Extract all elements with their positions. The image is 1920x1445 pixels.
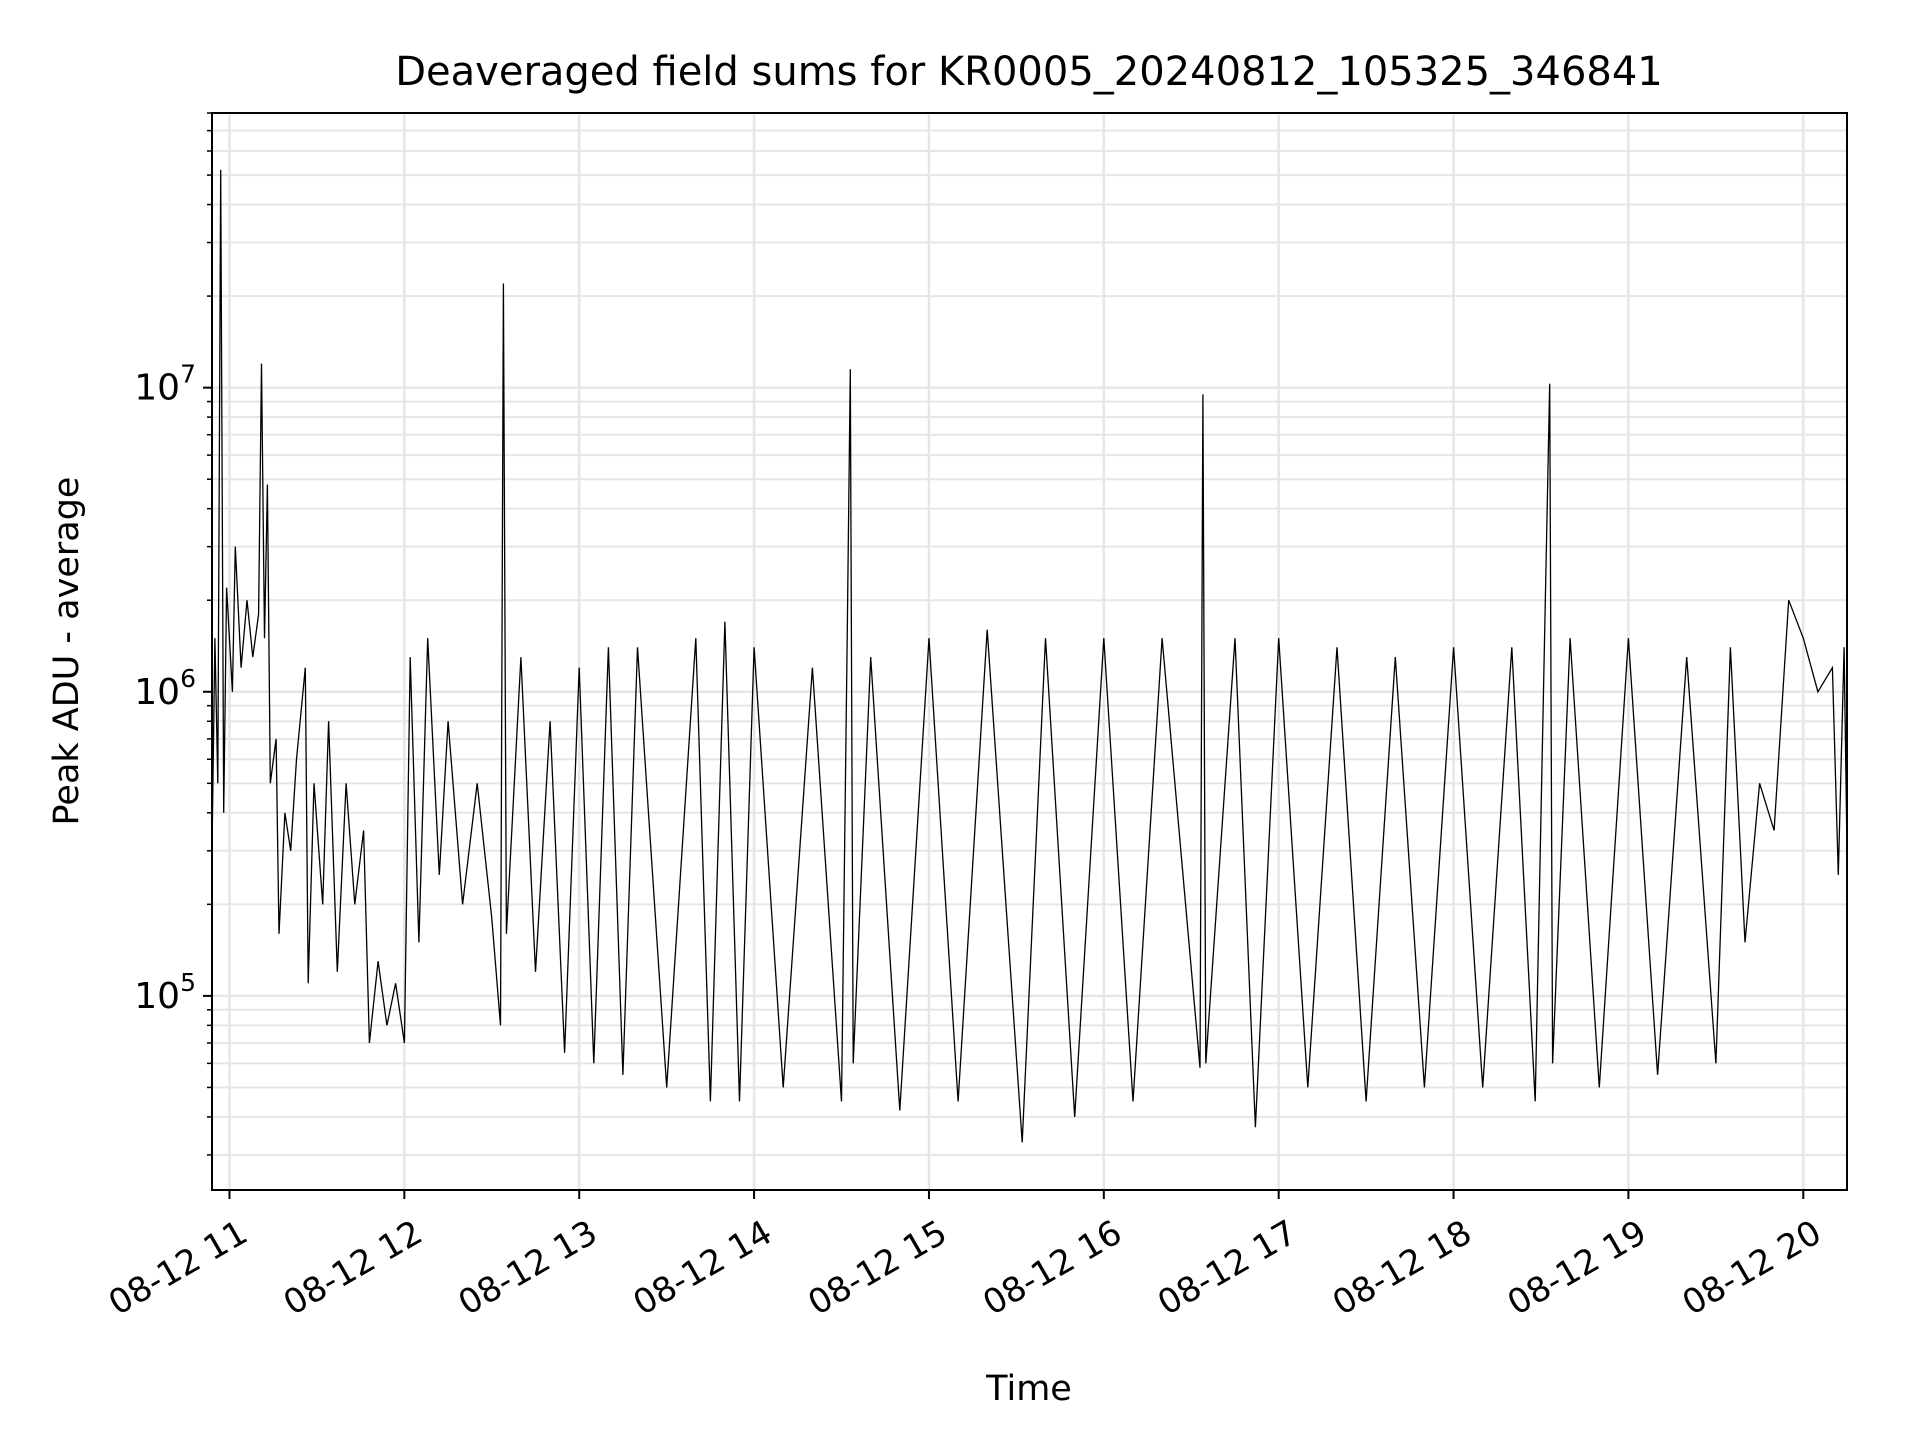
y-tick-label-base: 10 xyxy=(134,368,180,409)
y-axis-label: Peak ADU - average xyxy=(47,477,87,826)
x-axis-label: Time xyxy=(985,1369,1072,1409)
plot-frame xyxy=(211,112,1848,1191)
y-tick-label: 106 xyxy=(134,664,196,713)
y-tick-label-exponent: 5 xyxy=(180,968,196,997)
series-layer xyxy=(211,169,1848,1143)
y-tick-label-exponent: 6 xyxy=(180,664,196,693)
y-tick-label-base: 10 xyxy=(134,976,180,1017)
y-tick-label-base: 10 xyxy=(134,672,180,713)
y-tick-label: 105 xyxy=(134,968,196,1017)
series-line xyxy=(211,169,1848,1143)
chart-title: Deaveraged field sums for KR0005_2024081… xyxy=(395,49,1663,95)
y-tick-label: 107 xyxy=(134,360,196,409)
y-tick-label-exponent: 7 xyxy=(180,360,196,389)
